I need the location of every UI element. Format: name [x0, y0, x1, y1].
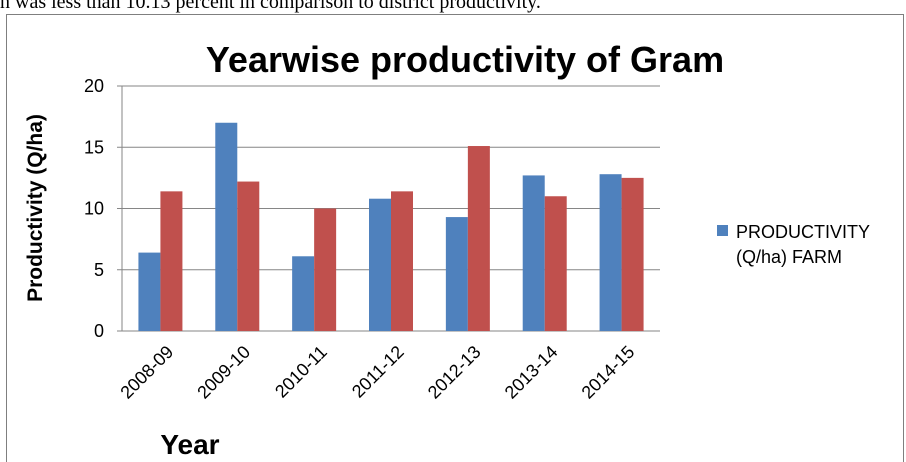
bar-series1-2009-10 — [215, 122, 238, 331]
bar-series2-2013-14 — [544, 196, 567, 331]
x-axis-ticks: 2008-09 2009-10 2010-11 2011-12 2012-13 2013-… — [116, 342, 638, 403]
y-axis-label: Productivity (Q/ha) — [24, 114, 47, 302]
x-tick-label: 2013-14 — [501, 342, 562, 403]
legend-label: (Q/ha) FARM — [736, 247, 842, 267]
bar-series1-2011-12 — [369, 198, 391, 331]
x-tick-label: 2014-15 — [578, 342, 639, 403]
bar-series1-2013-14 — [522, 175, 545, 331]
x-axis-label: Year — [160, 429, 219, 460]
bar-series2-2014-15 — [621, 177, 644, 331]
body-text-line: n was less than 10.13 percent in compari… — [0, 0, 541, 13]
chart-frame — [6, 14, 904, 462]
y-tick-label: 10 — [84, 199, 104, 219]
x-tick-label: 2010-11 — [271, 342, 331, 402]
y-tick-label: 5 — [94, 260, 104, 280]
bar-series1-2010-11 — [292, 256, 315, 331]
bar-series2-2012-13 — [467, 146, 490, 331]
x-tick-label: 2009-10 — [193, 342, 254, 403]
x-tick-label: 2008-09 — [116, 342, 177, 403]
x-tick-label: 2011-12 — [348, 342, 408, 402]
bars — [138, 122, 644, 331]
bar-series1-2008-09 — [138, 252, 161, 331]
y-tick-label: 20 — [84, 76, 104, 96]
bar-series2-2009-10 — [237, 181, 260, 331]
legend-swatch — [717, 225, 728, 236]
bar-series2-2010-11 — [314, 208, 337, 331]
legend: PRODUCTIVITY (Q/ha) FARM — [717, 222, 870, 267]
bar-series1-2014-15 — [599, 174, 622, 331]
y-tick-label: 15 — [84, 137, 104, 157]
bar-series2-2011-12 — [391, 191, 413, 331]
bar-series2-2008-09 — [160, 191, 183, 331]
bar-series1-2012-13 — [445, 217, 468, 331]
chart-title: Yearwise productivity of Gram — [206, 39, 724, 80]
y-axis-ticks: 0 5 10 15 20 — [84, 76, 122, 341]
y-tick-label: 0 — [94, 321, 104, 341]
x-tick-label: 2012-13 — [424, 342, 485, 403]
legend-label: PRODUCTIVITY — [736, 222, 870, 242]
